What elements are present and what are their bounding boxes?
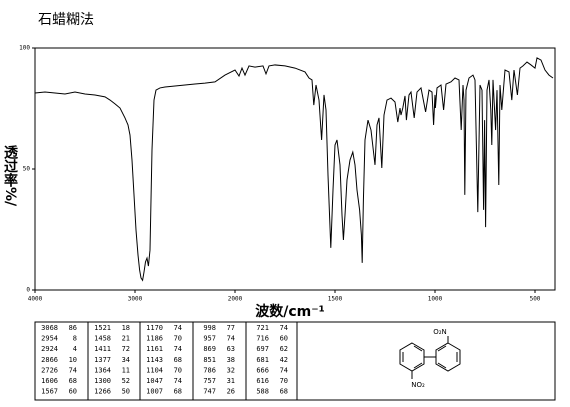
table-wavenumber: 2866 xyxy=(41,356,58,364)
table-transmittance: 72 xyxy=(122,345,130,353)
table-wavenumber: 1266 xyxy=(94,388,111,396)
table-transmittance: 32 xyxy=(227,366,235,374)
table-transmittance: 60 xyxy=(280,335,288,343)
table-transmittance: 68 xyxy=(174,356,182,364)
table-transmittance: 74 xyxy=(69,366,77,374)
table-transmittance: 21 xyxy=(122,335,130,343)
table-transmittance: 4 xyxy=(73,345,77,353)
structure-label: O₂N xyxy=(433,328,447,336)
table-transmittance: 77 xyxy=(227,324,235,332)
table-wavenumber: 1377 xyxy=(94,356,111,364)
table-dividers xyxy=(87,322,298,400)
table-transmittance: 62 xyxy=(280,345,288,353)
table-wavenumber: 1007 xyxy=(146,388,163,396)
table-transmittance: 50 xyxy=(122,388,130,396)
table-wavenumber: 2924 xyxy=(41,345,58,353)
table-transmittance: 70 xyxy=(174,366,182,374)
table-wavenumber: 1567 xyxy=(41,388,58,396)
table-wavenumber: 1047 xyxy=(146,377,163,385)
table-transmittance: 42 xyxy=(280,356,288,364)
table-wavenumber: 666 xyxy=(256,366,269,374)
table-transmittance: 26 xyxy=(227,388,235,396)
table-transmittance: 74 xyxy=(174,345,182,353)
table-transmittance: 34 xyxy=(122,356,130,364)
table-transmittance: 8 xyxy=(73,335,77,343)
table-wavenumber: 957 xyxy=(203,335,216,343)
table-transmittance: 11 xyxy=(122,366,130,374)
table-transmittance: 38 xyxy=(227,356,235,364)
table-wavenumber: 1170 xyxy=(146,324,163,332)
table-transmittance: 31 xyxy=(227,377,235,385)
table-wavenumber: 1186 xyxy=(146,335,163,343)
table-wavenumber: 1364 xyxy=(94,366,111,374)
table-transmittance: 74 xyxy=(280,324,288,332)
table-transmittance: 74 xyxy=(174,377,182,385)
table-transmittance: 68 xyxy=(280,388,288,396)
table-wavenumber: 869 xyxy=(203,345,216,353)
table-frame xyxy=(34,321,556,401)
table-wavenumber: 1458 xyxy=(94,335,111,343)
x-tick-label: 3000 xyxy=(128,296,143,303)
table-wavenumber: 1521 xyxy=(94,324,111,332)
table-transmittance: 68 xyxy=(69,377,77,385)
table-wavenumber: 681 xyxy=(256,356,269,364)
table-transmittance: 52 xyxy=(122,377,130,385)
table-wavenumber: 757 xyxy=(203,377,216,385)
table-transmittance: 10 xyxy=(69,356,77,364)
table-wavenumber: 786 xyxy=(203,366,216,374)
table-wavenumber: 716 xyxy=(256,335,269,343)
y-tick-label: 50 xyxy=(23,166,31,173)
x-tick-label: 4000 xyxy=(28,296,43,303)
x-tick-label: 1000 xyxy=(428,296,443,303)
table-transmittance: 18 xyxy=(122,324,130,332)
table-wavenumber: 1104 xyxy=(146,366,163,374)
table-transmittance: 68 xyxy=(174,388,182,396)
x-axis-label: 波数/cm⁻¹ xyxy=(255,303,325,320)
table-transmittance: 60 xyxy=(69,388,77,396)
table-wavenumber: 588 xyxy=(256,388,269,396)
table-wavenumber: 2954 xyxy=(41,335,58,343)
table-transmittance: 70 xyxy=(174,335,182,343)
table-wavenumber: 721 xyxy=(256,324,269,332)
table-wavenumber: 697 xyxy=(256,345,269,353)
table-wavenumber: 1606 xyxy=(41,377,58,385)
table-wavenumber: 1161 xyxy=(146,345,163,353)
y-tick-label: 100 xyxy=(19,45,30,52)
table-wavenumber: 2726 xyxy=(41,366,58,374)
table-transmittance: 74 xyxy=(227,335,235,343)
y-axis-label: 透过率%/ xyxy=(2,145,18,207)
table-transmittance: 74 xyxy=(174,324,182,332)
table-wavenumber: 851 xyxy=(203,356,216,364)
table-transmittance: 74 xyxy=(280,366,288,374)
spectrum-line xyxy=(34,57,554,282)
table-wavenumber: 3068 xyxy=(41,324,58,332)
table-transmittance: 63 xyxy=(227,345,235,353)
table-wavenumber: 616 xyxy=(256,377,269,385)
table-wavenumber: 1411 xyxy=(94,345,111,353)
table-wavenumber: 1143 xyxy=(146,356,163,364)
table-transmittance: 86 xyxy=(69,324,77,332)
table-wavenumber: 998 xyxy=(203,324,216,332)
table-transmittance: 70 xyxy=(280,377,288,385)
x-tick-label: 500 xyxy=(530,296,541,303)
y-tick-label: 0 xyxy=(26,287,30,294)
structure-label: NO₂ xyxy=(411,381,425,389)
chart-title: 石蜡糊法 xyxy=(38,12,94,28)
table-wavenumber: 1300 xyxy=(94,377,111,385)
x-tick-label: 1500 xyxy=(328,296,343,303)
table-wavenumber: 747 xyxy=(203,388,216,396)
x-tick-label: 2000 xyxy=(228,296,243,303)
structure-drawing xyxy=(399,336,461,379)
